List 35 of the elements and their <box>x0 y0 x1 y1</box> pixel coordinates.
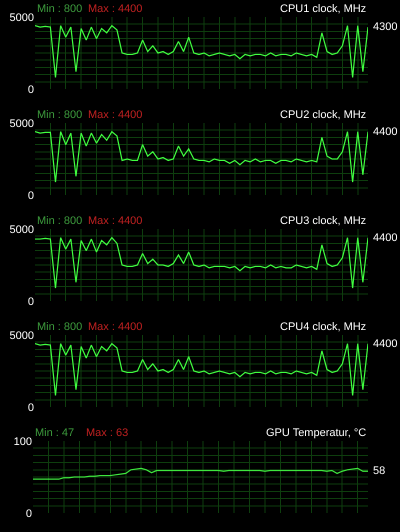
text: Max : 4400 <box>88 321 142 333</box>
y-tick-label: 100 <box>14 436 32 448</box>
y-tick-label: 5000 <box>10 224 34 236</box>
text: Min : 800 <box>37 215 82 227</box>
chart-title: CPU2 clock, MHz <box>280 109 366 121</box>
text: Max : 63 <box>86 427 128 439</box>
line-series <box>33 468 368 480</box>
y-tick-label: 0 <box>28 296 34 308</box>
data-label: 58 <box>373 465 386 477</box>
y-tick-label: 5000 <box>10 118 34 130</box>
text: Max : 4400 <box>88 215 142 227</box>
line-series <box>35 343 368 396</box>
data-label: 4400 <box>373 232 398 244</box>
y-tick-label: 0 <box>26 508 32 520</box>
chart-title: CPU4 clock, MHz <box>280 321 366 333</box>
chart-title: GPU Temperatur, °C <box>266 427 366 439</box>
y-tick-label: 5000 <box>10 12 34 24</box>
data-label: 4300 <box>373 21 398 33</box>
text: Max : 4400 <box>88 3 142 15</box>
text: Min : 800 <box>37 109 82 121</box>
line-series <box>35 25 368 78</box>
y-tick-label: 5000 <box>10 330 34 342</box>
y-tick-label: 0 <box>28 190 34 202</box>
line-series <box>35 131 368 183</box>
chart-title: CPU3 clock, MHz <box>280 215 366 227</box>
data-label: 4400 <box>373 338 398 350</box>
line-series <box>35 237 368 289</box>
chart-title: CPU1 clock, MHz <box>280 3 366 15</box>
text: Min : 800 <box>37 3 82 15</box>
text: Max : 4400 <box>88 109 142 121</box>
text: Min : 47 <box>35 427 74 439</box>
y-tick-label: 0 <box>28 402 34 414</box>
data-label: 4400 <box>373 126 398 138</box>
text: Min : 800 <box>37 321 82 333</box>
y-tick-label: 0 <box>28 84 34 96</box>
